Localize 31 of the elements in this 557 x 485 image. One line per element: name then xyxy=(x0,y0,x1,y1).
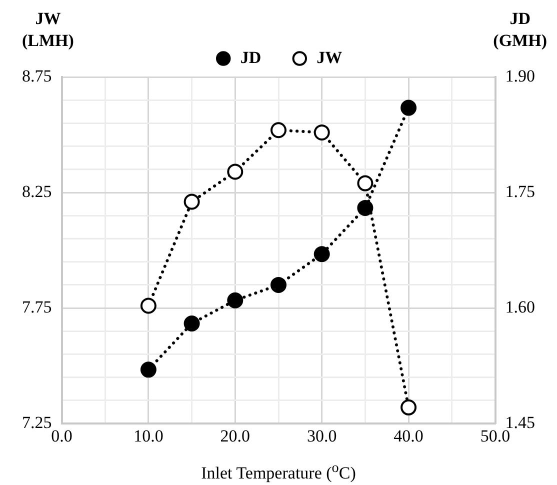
point xyxy=(314,124,330,140)
x-tick-label: 40.0 xyxy=(394,426,424,446)
y-tick-label: 8.25 xyxy=(22,182,52,201)
y2-tick-label: 1.60 xyxy=(505,298,535,317)
y-tick-label: 7.75 xyxy=(22,298,52,317)
x-tick-label: 10.0 xyxy=(134,426,164,446)
point xyxy=(184,315,200,332)
legend-label: JW xyxy=(316,48,342,67)
y-axis-title: JW (LMH) xyxy=(22,8,74,52)
point xyxy=(400,399,417,416)
point xyxy=(270,122,286,138)
x-axis-title: Inlet Temperature ($^{o}$C) xyxy=(200,460,357,484)
y2-tick-label: 1.90 xyxy=(505,66,535,86)
point xyxy=(314,246,330,262)
point xyxy=(270,276,286,293)
x-tick-label: 0.0 xyxy=(51,426,72,446)
point xyxy=(357,200,374,216)
y-tick-label: 8.75 xyxy=(22,66,52,86)
legend-label: JD xyxy=(240,48,262,67)
point xyxy=(140,362,156,378)
y-tick-label: 7.25 xyxy=(22,413,52,432)
y2-tick-label: 1.75 xyxy=(505,182,535,201)
point xyxy=(227,164,244,180)
y2-axis-title: JD (GMH) xyxy=(493,8,547,52)
point xyxy=(400,100,417,116)
x-tick-label: 20.0 xyxy=(220,426,250,446)
point xyxy=(140,298,156,314)
point xyxy=(357,175,374,192)
point xyxy=(184,194,200,210)
point xyxy=(227,292,244,308)
x-tick-label: 30.0 xyxy=(306,426,337,446)
